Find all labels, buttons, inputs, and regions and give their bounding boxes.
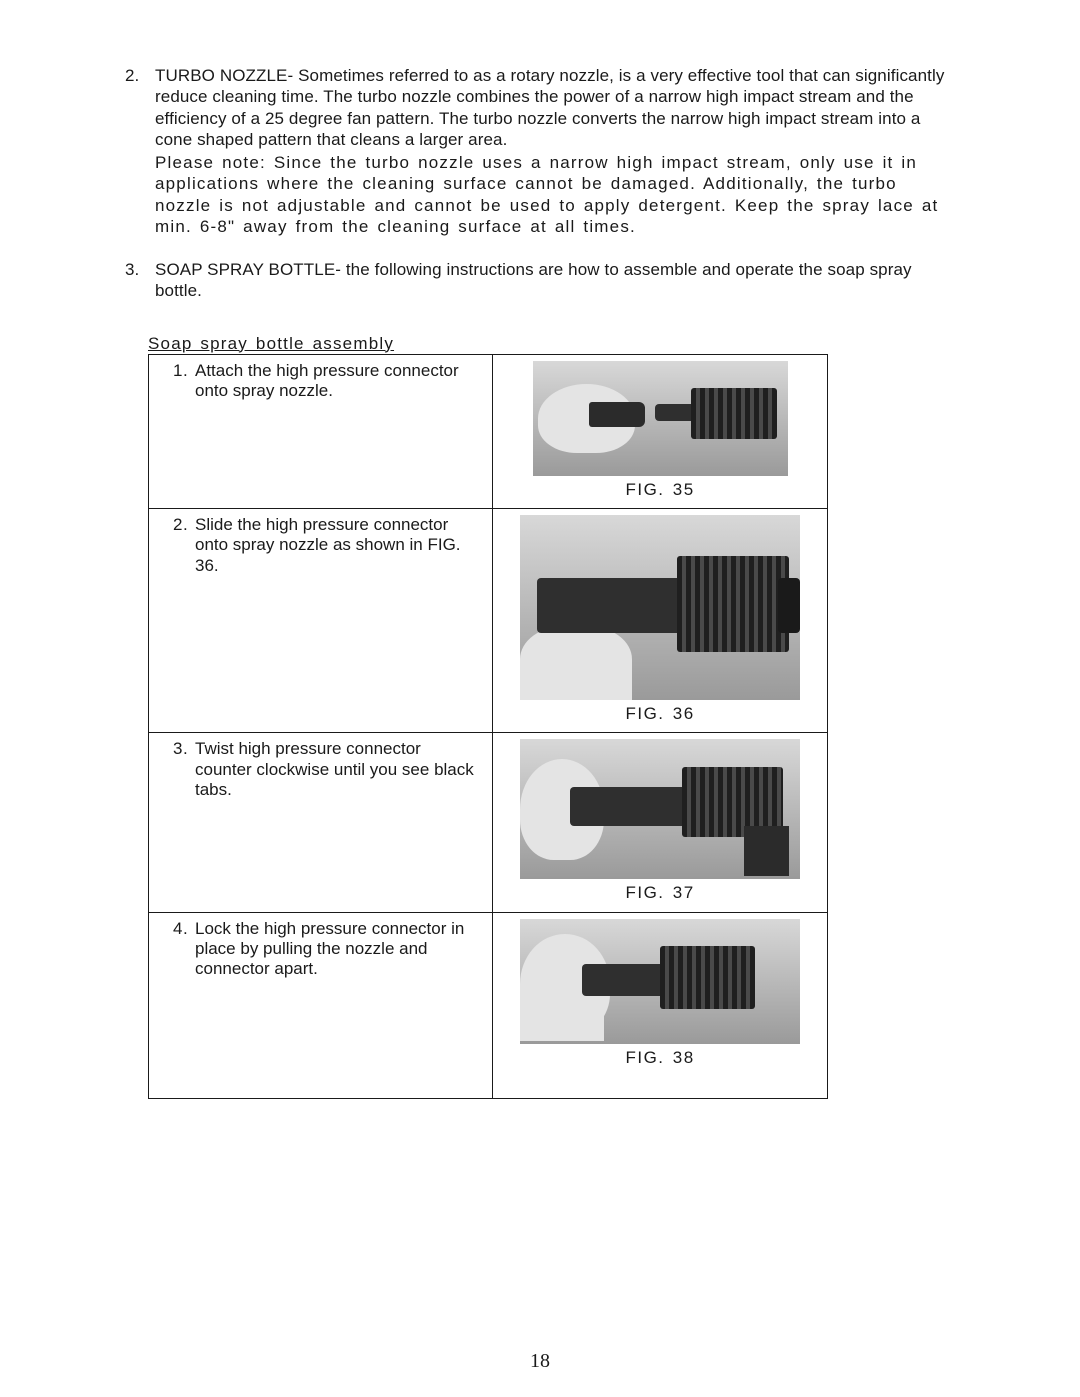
item-number: 2. bbox=[125, 65, 155, 237]
figure-caption: FIG. 35 bbox=[503, 480, 817, 500]
item-title-run: TURBO NOZZLE- Sometimes referred to as a… bbox=[155, 66, 944, 149]
table-row: 1.Attach the high pressure connector ont… bbox=[149, 354, 828, 508]
figure-cell: FIG. 35 bbox=[493, 354, 828, 508]
page-number: 18 bbox=[0, 1350, 1080, 1373]
table-row: 2.Slide the high pressure connector onto… bbox=[149, 508, 828, 732]
item-body: SOAP SPRAY BOTTLE- the following instruc… bbox=[155, 259, 955, 302]
figure-caption: FIG. 36 bbox=[503, 704, 817, 724]
list-item-soap-spray: 3. SOAP SPRAY BOTTLE- the following inst… bbox=[125, 259, 955, 302]
figure-image bbox=[533, 361, 788, 476]
step-text: Slide the high pressure connector onto s… bbox=[195, 515, 482, 576]
assembly-table: 1.Attach the high pressure connector ont… bbox=[148, 354, 828, 1100]
figure-image bbox=[520, 515, 800, 700]
instruction-cell: 4.Lock the high pressure connector in pl… bbox=[149, 912, 493, 1098]
step-number: 2. bbox=[173, 515, 195, 576]
item-body: TURBO NOZZLE- Sometimes referred to as a… bbox=[155, 65, 955, 237]
step-text: Twist high pressure connector counter cl… bbox=[195, 739, 482, 800]
figure-image bbox=[520, 919, 800, 1044]
step-number: 1. bbox=[173, 361, 195, 402]
table-row: 3.Twist high pressure connector counter … bbox=[149, 733, 828, 912]
figure-caption: FIG. 38 bbox=[503, 1048, 817, 1068]
table-row: 4.Lock the high pressure connector in pl… bbox=[149, 912, 828, 1098]
item-note: Please note: Since the turbo nozzle uses… bbox=[155, 152, 955, 237]
figure-cell: FIG. 37 bbox=[493, 733, 828, 912]
instruction-cell: 3.Twist high pressure connector counter … bbox=[149, 733, 493, 912]
document-page: 2. TURBO NOZZLE- Sometimes referred to a… bbox=[0, 0, 1080, 1397]
figure-cell: FIG. 38 bbox=[493, 912, 828, 1098]
figure-image bbox=[520, 739, 800, 879]
step-number: 4. bbox=[173, 919, 195, 980]
step-number: 3. bbox=[173, 739, 195, 800]
figure-caption: FIG. 37 bbox=[503, 883, 817, 903]
assembly-heading: Soap spray bottle assembly bbox=[148, 334, 955, 354]
figure-cell: FIG. 36 bbox=[493, 508, 828, 732]
step-text: Lock the high pressure connector in plac… bbox=[195, 919, 482, 980]
instruction-cell: 1.Attach the high pressure connector ont… bbox=[149, 354, 493, 508]
item-number: 3. bbox=[125, 259, 155, 302]
step-text: Attach the high pressure connector onto … bbox=[195, 361, 482, 402]
list-item-turbo-nozzle: 2. TURBO NOZZLE- Sometimes referred to a… bbox=[125, 65, 955, 237]
instruction-cell: 2.Slide the high pressure connector onto… bbox=[149, 508, 493, 732]
